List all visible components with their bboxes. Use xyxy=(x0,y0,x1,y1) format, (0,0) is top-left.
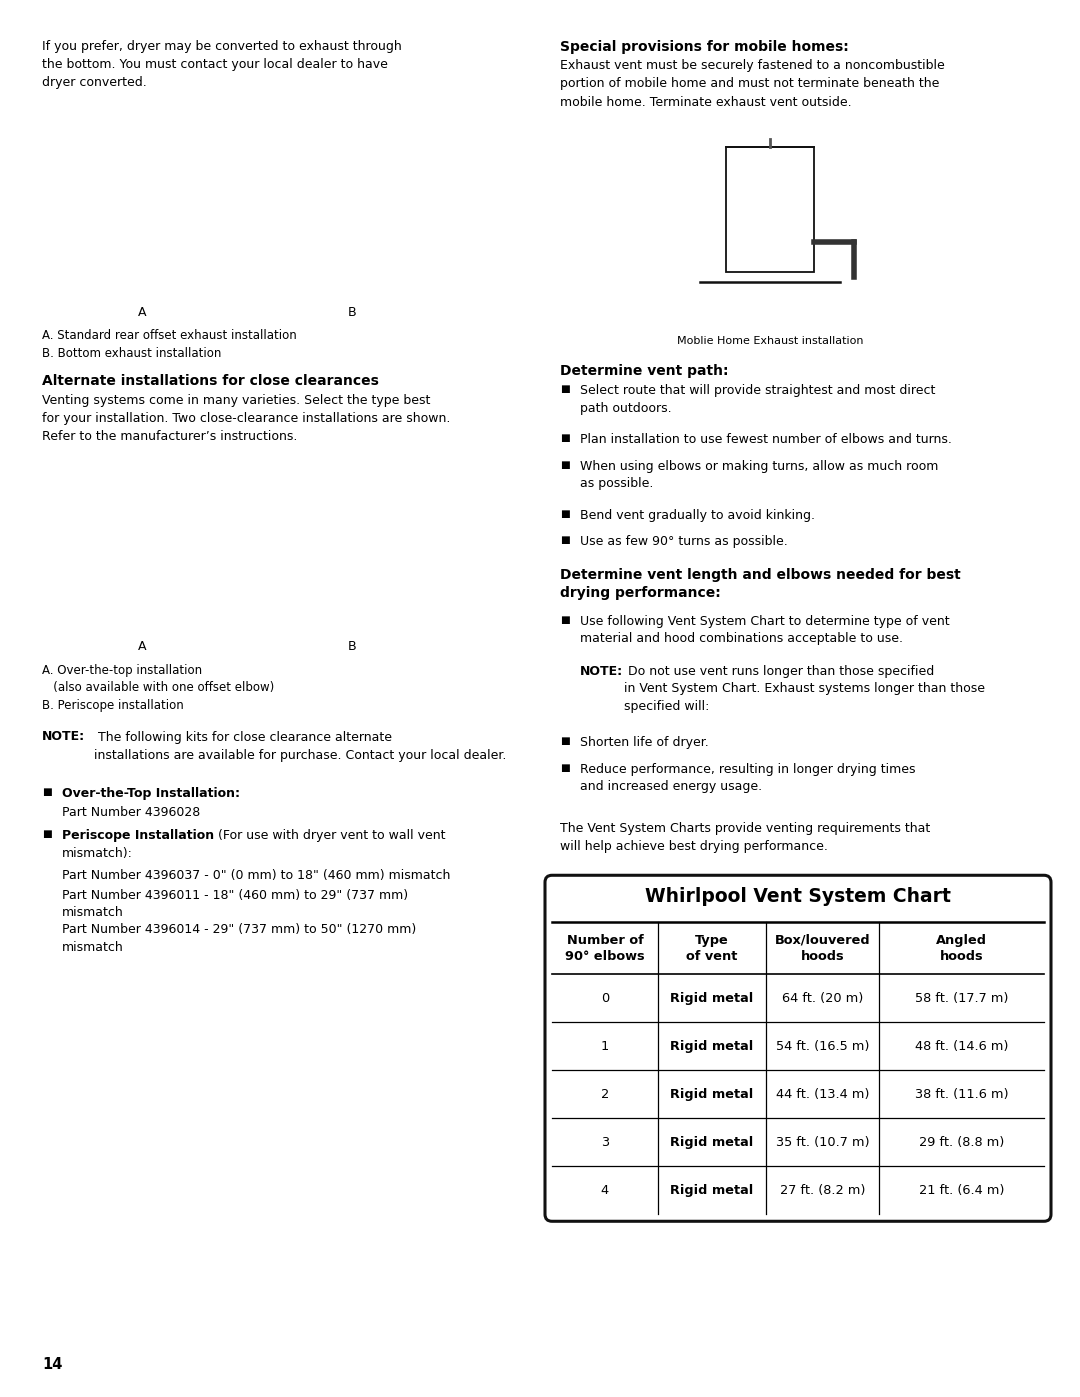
Text: When using elbows or making turns, allow as much room
as possible.: When using elbows or making turns, allow… xyxy=(580,460,939,490)
Text: 54 ft. (16.5 m): 54 ft. (16.5 m) xyxy=(775,1039,869,1053)
Text: Part Number 4396014 - 29" (737 mm) to 50" (1270 mm)
mismatch: Part Number 4396014 - 29" (737 mm) to 50… xyxy=(62,923,416,954)
Text: ■: ■ xyxy=(561,433,570,443)
Text: Over-the-Top Installation:: Over-the-Top Installation: xyxy=(62,787,240,800)
Text: A. Over-the-top installation: A. Over-the-top installation xyxy=(42,664,202,678)
Text: ■: ■ xyxy=(42,828,52,840)
Text: ■: ■ xyxy=(561,535,570,545)
Text: 21 ft. (6.4 m): 21 ft. (6.4 m) xyxy=(919,1183,1004,1197)
Text: Rigid metal: Rigid metal xyxy=(671,1183,754,1197)
Text: The Vent System Charts provide venting requirements that
will help achieve best : The Vent System Charts provide venting r… xyxy=(561,821,930,852)
Text: Rigid metal: Rigid metal xyxy=(671,1088,754,1101)
Bar xyxy=(726,147,814,272)
Text: Venting systems come in many varieties. Select the type best
for your installati: Venting systems come in many varieties. … xyxy=(42,394,450,443)
Text: Angled
hoods: Angled hoods xyxy=(936,933,987,963)
Text: 3: 3 xyxy=(600,1136,609,1148)
Text: NOTE:: NOTE: xyxy=(580,665,623,678)
Text: Determine vent path:: Determine vent path: xyxy=(561,363,729,377)
Text: NOTE:: NOTE: xyxy=(42,731,85,743)
Text: 64 ft. (20 m): 64 ft. (20 m) xyxy=(782,992,863,1004)
Text: Bend vent gradually to avoid kinking.: Bend vent gradually to avoid kinking. xyxy=(580,509,815,521)
Text: The following kits for close clearance alternate
installations are available for: The following kits for close clearance a… xyxy=(94,731,507,761)
Text: Exhaust vent must be securely fastened to a noncombustible
portion of mobile hom: Exhaust vent must be securely fastened t… xyxy=(561,60,945,109)
Text: B. Periscope installation: B. Periscope installation xyxy=(42,698,184,712)
Text: Select route that will provide straightest and most direct
path outdoors.: Select route that will provide straighte… xyxy=(580,384,935,415)
Text: ■: ■ xyxy=(561,763,570,773)
Text: Special provisions for mobile homes:: Special provisions for mobile homes: xyxy=(561,41,849,54)
Text: A: A xyxy=(138,306,146,319)
Text: ■: ■ xyxy=(561,736,570,746)
Text: 38 ft. (11.6 m): 38 ft. (11.6 m) xyxy=(915,1088,1009,1101)
Text: 44 ft. (13.4 m): 44 ft. (13.4 m) xyxy=(775,1088,869,1101)
Text: Use following Vent System Chart to determine type of vent
material and hood comb: Use following Vent System Chart to deter… xyxy=(580,615,949,645)
Text: 14: 14 xyxy=(42,1356,63,1372)
Text: ■: ■ xyxy=(42,787,52,798)
Text: A. Standard rear offset exhaust installation: A. Standard rear offset exhaust installa… xyxy=(42,330,297,342)
Text: Part Number 4396037 - 0" (0 mm) to 18" (460 mm) mismatch: Part Number 4396037 - 0" (0 mm) to 18" (… xyxy=(62,869,450,882)
Text: 27 ft. (8.2 m): 27 ft. (8.2 m) xyxy=(780,1183,865,1197)
Text: Periscope Installation: Periscope Installation xyxy=(62,828,214,842)
Text: 0: 0 xyxy=(600,992,609,1004)
Text: 48 ft. (14.6 m): 48 ft. (14.6 m) xyxy=(915,1039,1009,1053)
Text: B. Bottom exhaust installation: B. Bottom exhaust installation xyxy=(42,346,221,360)
Text: B: B xyxy=(348,306,356,319)
Text: Do not use vent runs longer than those specified
in Vent System Chart. Exhaust s: Do not use vent runs longer than those s… xyxy=(624,665,985,712)
Text: 4: 4 xyxy=(600,1183,609,1197)
Text: B: B xyxy=(348,640,356,654)
Text: Rigid metal: Rigid metal xyxy=(671,1039,754,1053)
Text: Whirlpool Vent System Chart: Whirlpool Vent System Chart xyxy=(645,887,950,905)
Text: Number of
90° elbows: Number of 90° elbows xyxy=(565,933,645,963)
Text: ■: ■ xyxy=(561,615,570,624)
Text: A: A xyxy=(138,640,146,654)
Text: 35 ft. (10.7 m): 35 ft. (10.7 m) xyxy=(775,1136,869,1148)
Text: Rigid metal: Rigid metal xyxy=(671,1136,754,1148)
Text: mismatch):: mismatch): xyxy=(62,848,133,861)
Text: Alternate installations for close clearances: Alternate installations for close cleara… xyxy=(42,374,379,388)
Text: ■: ■ xyxy=(561,460,570,469)
Text: Box/louvered
hoods: Box/louvered hoods xyxy=(774,933,870,963)
Text: ■: ■ xyxy=(561,384,570,394)
Text: If you prefer, dryer may be converted to exhaust through
the bottom. You must co: If you prefer, dryer may be converted to… xyxy=(42,41,402,89)
Text: (For use with dryer vent to wall vent: (For use with dryer vent to wall vent xyxy=(214,828,446,842)
Text: Type
of vent: Type of vent xyxy=(686,933,738,963)
Text: Part Number 4396028: Part Number 4396028 xyxy=(62,806,200,819)
Text: ■: ■ xyxy=(561,509,570,518)
FancyBboxPatch shape xyxy=(545,876,1051,1221)
Text: 2: 2 xyxy=(600,1088,609,1101)
Text: (also available with one offset elbow): (also available with one offset elbow) xyxy=(42,682,274,694)
Text: 58 ft. (17.7 m): 58 ft. (17.7 m) xyxy=(915,992,1009,1004)
Text: Determine vent length and elbows needed for best
drying performance:: Determine vent length and elbows needed … xyxy=(561,567,961,599)
Text: Reduce performance, resulting in longer drying times
and increased energy usage.: Reduce performance, resulting in longer … xyxy=(580,763,916,793)
Text: 29 ft. (8.8 m): 29 ft. (8.8 m) xyxy=(919,1136,1004,1148)
Text: Rigid metal: Rigid metal xyxy=(671,992,754,1004)
Text: Shorten life of dryer.: Shorten life of dryer. xyxy=(580,736,708,749)
Text: 1: 1 xyxy=(600,1039,609,1053)
Text: Part Number 4396011 - 18" (460 mm) to 29" (737 mm)
mismatch: Part Number 4396011 - 18" (460 mm) to 29… xyxy=(62,888,408,919)
Text: Moblie Home Exhaust installation: Moblie Home Exhaust installation xyxy=(677,337,863,346)
Text: Plan installation to use fewest number of elbows and turns.: Plan installation to use fewest number o… xyxy=(580,433,951,446)
Text: Use as few 90° turns as possible.: Use as few 90° turns as possible. xyxy=(580,535,787,548)
